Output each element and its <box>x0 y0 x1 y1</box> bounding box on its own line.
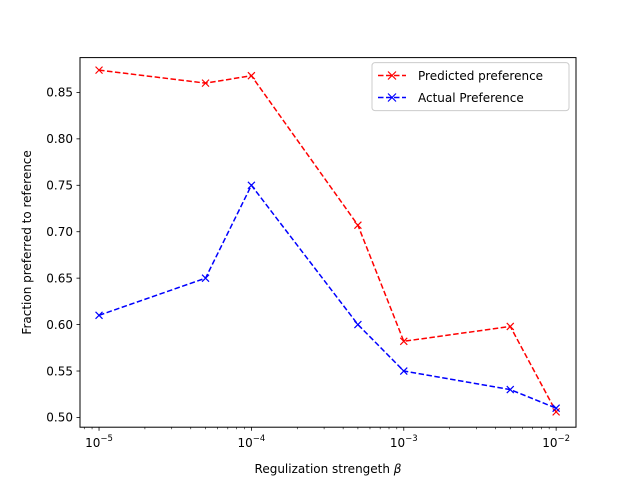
x-tick-label: 10−4 <box>237 434 265 450</box>
data-point-predicted <box>353 221 362 230</box>
y-tick-label: 0.60 <box>46 318 73 332</box>
data-point-actual <box>201 274 210 283</box>
data-point-actual <box>95 311 103 320</box>
x-tick-label: 10−3 <box>390 434 418 450</box>
y-tick-label: 0.70 <box>46 225 73 239</box>
y-tick-label: 0.85 <box>46 86 73 100</box>
y-tick-label: 0.55 <box>46 364 73 378</box>
series-line-actual <box>98 183 557 409</box>
series-layer <box>95 66 561 416</box>
x-tick-label: 10−2 <box>542 434 570 450</box>
data-point-actual <box>506 385 515 394</box>
data-point-predicted <box>95 66 103 75</box>
data-point-predicted <box>506 322 515 331</box>
y-axis-label: Fraction preferred to reference <box>20 150 34 334</box>
legend-marker-predicted <box>387 71 397 80</box>
y-tick-label: 0.80 <box>46 132 73 146</box>
data-point-predicted <box>247 71 256 80</box>
data-point-actual <box>552 404 561 413</box>
data-point-actual <box>399 367 408 375</box>
series-line-predicted <box>98 69 557 413</box>
legend-marker-actual <box>387 93 397 102</box>
legend: Predicted preference Actual Preference <box>371 62 570 112</box>
data-point-predicted <box>399 337 408 346</box>
y-tick-label: 0.65 <box>46 271 73 285</box>
legend-frame <box>371 62 570 112</box>
x-axis-label: Regulization strengeth β <box>255 462 402 476</box>
x-tick-label: 10−5 <box>85 434 113 450</box>
beta-symbol: β <box>393 462 402 476</box>
data-point-predicted <box>552 407 561 416</box>
y-tick-label: 0.50 <box>46 411 73 425</box>
data-point-actual <box>353 320 362 329</box>
legend-label-predicted: Predicted preference <box>418 69 543 83</box>
legend-label-actual: Actual Preference <box>418 91 524 105</box>
data-point-predicted <box>201 79 210 88</box>
tick-layer: 0.50 0.55 0.60 0.65 0.70 0.75 0.80 0.85 10−5 10−4… <box>46 86 570 450</box>
y-tick-label: 0.75 <box>46 179 73 193</box>
plot-frame <box>79 57 577 428</box>
data-point-actual <box>247 181 256 190</box>
